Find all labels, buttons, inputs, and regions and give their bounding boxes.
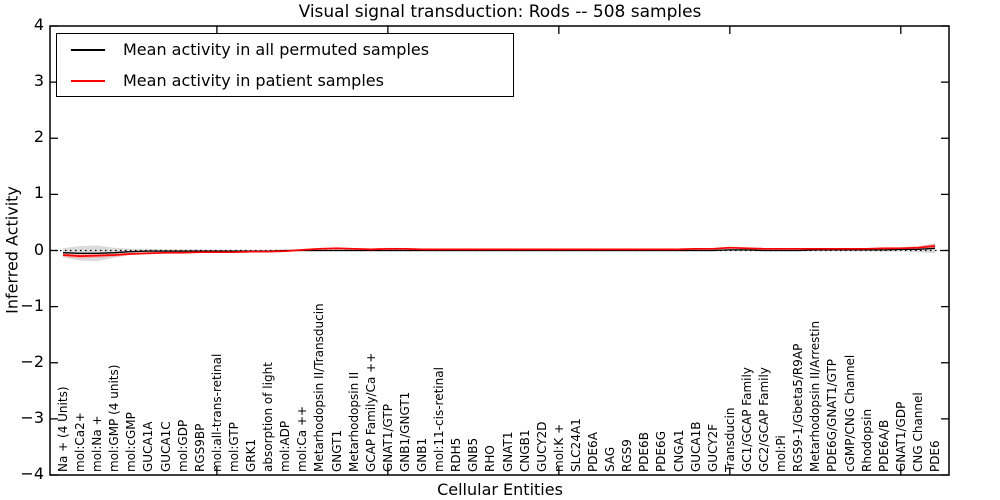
x-tick-label: GNB1 [415, 437, 430, 472]
x-tick-label: mol:Na + [90, 415, 105, 472]
legend-entry-permuted: Mean activity in all permuted samples [57, 34, 513, 65]
x-tick-label: GC1/GCAP Family [739, 367, 754, 472]
x-tick-label: Transducin [722, 407, 737, 472]
x-tick-label: GUCA1A [141, 421, 156, 472]
x-tick-label: Metarhodopsin II [346, 371, 361, 472]
legend-line-patient-icon [71, 79, 105, 82]
x-tick-label: CNG Channel [910, 392, 925, 472]
legend: Mean activity in all permuted samples Me… [56, 33, 514, 97]
x-tick-label: GNAT1/GDP [893, 401, 908, 472]
x-tick-label: PDE6A/B [876, 419, 891, 472]
y-tick-label: −4 [20, 464, 44, 483]
x-tick-label: RGS9 [620, 439, 635, 472]
x-tick-label: GUCA1C [158, 421, 173, 472]
x-tick-label: GUCY2F [705, 423, 720, 472]
x-tick-label: SAG [603, 446, 618, 472]
x-tick-label: absorption of light [261, 362, 276, 472]
x-tick-label: GCAP Family/Ca ++ [363, 352, 378, 472]
x-tick-label: cGMP/CNG Channel [842, 354, 857, 472]
x-tick-label: GC2/GCAP Family [757, 367, 772, 472]
x-tick-label: Metarhodopsin II/Arrestin [808, 320, 823, 472]
x-tick-label: PDE6G/GNAT1/GTP [825, 358, 840, 472]
y-tick-label: −1 [20, 295, 44, 315]
legend-label-patient: Mean activity in patient samples [123, 71, 384, 90]
y-tick-label: −3 [20, 407, 44, 427]
x-tick-label: mol:Ca2+ [73, 412, 88, 472]
x-tick-label: mol:Ca ++ [295, 405, 310, 472]
x-tick-label: GNAT1/GTP [380, 404, 395, 472]
x-tick-label: mol:ADP [278, 420, 293, 472]
x-tick-label: mol:K + [551, 423, 566, 472]
x-tick-label: CNGB1 [517, 429, 532, 472]
x-axis-label: Cellular Entities [437, 480, 563, 499]
x-tick-label: mol:Pi [774, 435, 789, 472]
y-tick-label: 2 [33, 127, 44, 147]
x-tick-label: GNB1/GNGT1 [397, 391, 412, 472]
legend-entry-patient: Mean activity in patient samples [57, 65, 513, 96]
x-tick-label: RGS9-1/Gbeta5/R9AP [791, 343, 806, 472]
x-tick-label: Metarhodopsin II/Transducin [312, 303, 327, 472]
mean-line-series-1 [62, 245, 936, 257]
legend-line-permuted-icon [71, 48, 105, 51]
y-tick-label: 3 [33, 71, 44, 91]
x-tick-label: GUCY2D [534, 421, 549, 472]
x-tick-label: RDH5 [449, 437, 464, 472]
x-tick-label: GUCA1B [688, 421, 703, 472]
x-tick-label: PDE6A [586, 432, 601, 472]
x-tick-label: PDE6B [637, 432, 652, 472]
x-tick-label: mol:all-trans-retinal [209, 353, 224, 472]
x-tick-label: GNGT1 [329, 429, 344, 472]
x-tick-label: mol:GMP (4 units) [107, 364, 122, 472]
y-tick-label: −2 [20, 351, 44, 371]
x-tick-label: Rhodopsin [859, 408, 874, 472]
mean-line-series-0 [62, 247, 936, 254]
x-tick-label: GNB5 [466, 437, 481, 472]
x-tick-label: Na + (4 Units) [56, 386, 70, 472]
y-tick-label: 4 [33, 15, 44, 34]
x-tick-label: mol:cGMP [124, 412, 139, 472]
x-tick-label: GNAT1 [500, 431, 515, 472]
x-tick-label: RGS9BP [192, 423, 207, 472]
x-tick-label: RHO [483, 445, 498, 472]
x-tick-label: GRK1 [244, 438, 259, 472]
x-tick-label: mol:GDP [175, 419, 190, 472]
x-tick-label: PDE6G [654, 431, 669, 472]
x-tick-label: PDE6 [928, 440, 942, 472]
legend-label-permuted: Mean activity in all permuted samples [123, 40, 430, 59]
x-tick-label: SLC24A1 [568, 418, 583, 472]
y-tick-label: 1 [33, 183, 44, 203]
x-tick-label: mol:GTP [226, 422, 241, 472]
y-tick-label: 0 [33, 239, 44, 259]
chart-title: Visual signal transduction: Rods -- 508 … [298, 2, 702, 22]
x-tick-label: mol:11-cis-retinal [432, 367, 447, 472]
x-tick-label: CNGA1 [671, 429, 686, 473]
